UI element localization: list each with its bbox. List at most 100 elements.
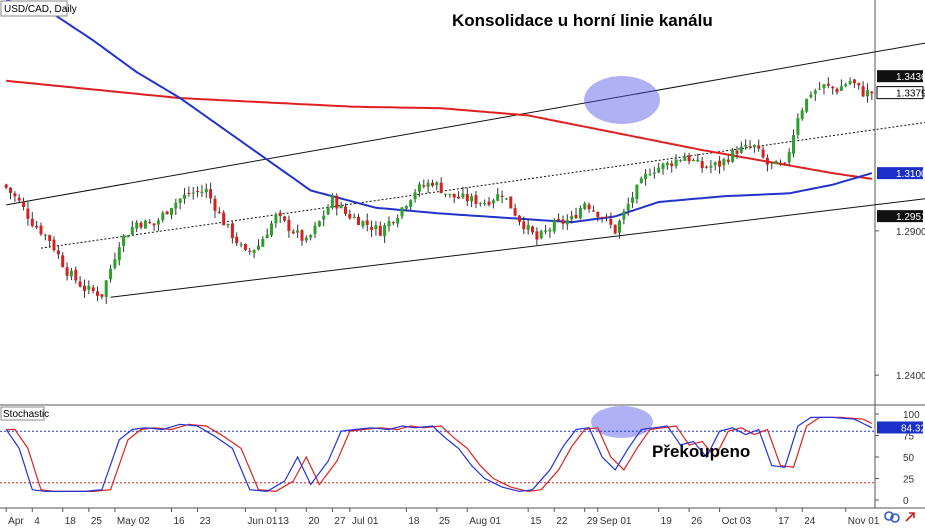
candle-body [713, 162, 717, 166]
candle-body [222, 212, 226, 226]
candle [735, 146, 739, 159]
candle [748, 140, 752, 150]
candle-body [257, 245, 260, 250]
candle [639, 176, 643, 184]
candle [313, 221, 317, 239]
candle [513, 203, 517, 217]
candle-body [866, 90, 869, 97]
candle-body [622, 211, 626, 220]
candle [661, 162, 665, 175]
candle-body [431, 182, 434, 186]
candle [156, 218, 160, 232]
candle-body [283, 216, 287, 221]
candle [56, 244, 60, 260]
candle-body [91, 287, 95, 291]
candle-body [74, 269, 78, 281]
candle-body [104, 280, 108, 297]
candle-body [30, 218, 34, 226]
candle-body [378, 225, 382, 236]
candle-body [422, 185, 426, 187]
candle-body [826, 83, 830, 86]
expand-arrow-icon[interactable] [905, 512, 915, 522]
chain-link-icon[interactable] [884, 511, 900, 523]
candle [609, 212, 613, 229]
candle [344, 203, 347, 217]
stoch-k-line [5, 416, 873, 493]
candle-body [183, 194, 186, 199]
price-tag: 1.3379 [876, 86, 925, 100]
candle-body [252, 249, 256, 253]
symbol-label: USD/CAD, Daily [4, 4, 77, 15]
candle-body [83, 285, 86, 291]
candle [252, 249, 256, 259]
time-tick-label: 13 [278, 516, 290, 527]
sma-red-line [6, 79, 872, 180]
candle [17, 194, 21, 203]
candle [648, 168, 652, 176]
candle-body [426, 182, 430, 187]
candle [309, 234, 313, 241]
candle-body [726, 159, 730, 162]
candle [191, 186, 195, 200]
time-tick-label: 22 [556, 516, 568, 527]
time-tick-label: May 02 [117, 516, 150, 527]
candle-body [304, 237, 308, 241]
candle-body [522, 221, 526, 230]
candle-body [187, 193, 191, 194]
candle [187, 186, 191, 197]
candle [296, 224, 300, 238]
consolidation-highlight [584, 76, 660, 124]
price-tick-label: 1.2400 [896, 371, 925, 382]
candle [870, 91, 874, 100]
candle [52, 236, 56, 252]
candle [161, 210, 165, 223]
candle [783, 162, 787, 166]
candle-body [296, 230, 300, 233]
time-tick-label: Oct 03 [722, 516, 752, 527]
candle-body [196, 190, 200, 192]
candle-body [744, 145, 748, 147]
stoch-tick-label: 50 [903, 453, 915, 464]
candle-body [52, 239, 56, 251]
candle-body [261, 239, 265, 247]
time-tick-label: Nov 01 [848, 516, 880, 527]
candle [635, 184, 639, 204]
time-tick-label: Sep 01 [600, 516, 632, 527]
highlight-ellipses [584, 76, 660, 438]
candle-body [665, 162, 669, 166]
candle-body [709, 165, 713, 168]
candle-body [287, 219, 291, 231]
candle [731, 147, 735, 163]
candle [678, 159, 682, 163]
candle-body [600, 217, 604, 219]
candle-body [605, 216, 608, 218]
candle-body [65, 267, 69, 276]
candle [178, 197, 182, 210]
candle-body [239, 244, 243, 246]
candle-body [661, 163, 665, 169]
candle-body [156, 220, 160, 225]
candle [361, 220, 365, 229]
stochastic-label: Stochastic [3, 409, 49, 420]
candle-body [496, 194, 500, 201]
candle [217, 207, 221, 214]
candle-body [200, 191, 204, 193]
candle-body [278, 212, 282, 217]
candle [113, 252, 117, 270]
candle [844, 82, 848, 88]
candle-body [13, 193, 17, 197]
candle-body [9, 187, 12, 193]
candle-body [526, 224, 530, 230]
candle [209, 182, 213, 204]
toolbar-icons[interactable] [884, 511, 915, 523]
candle [709, 160, 713, 174]
candle [570, 210, 574, 224]
candle [757, 139, 761, 152]
candle [535, 227, 539, 246]
price-tag-label: 1.3100 [896, 169, 925, 180]
candle [531, 225, 534, 235]
candle-body [39, 225, 43, 235]
candle-body [317, 221, 321, 227]
candle [848, 77, 852, 86]
candle-body [844, 84, 848, 87]
